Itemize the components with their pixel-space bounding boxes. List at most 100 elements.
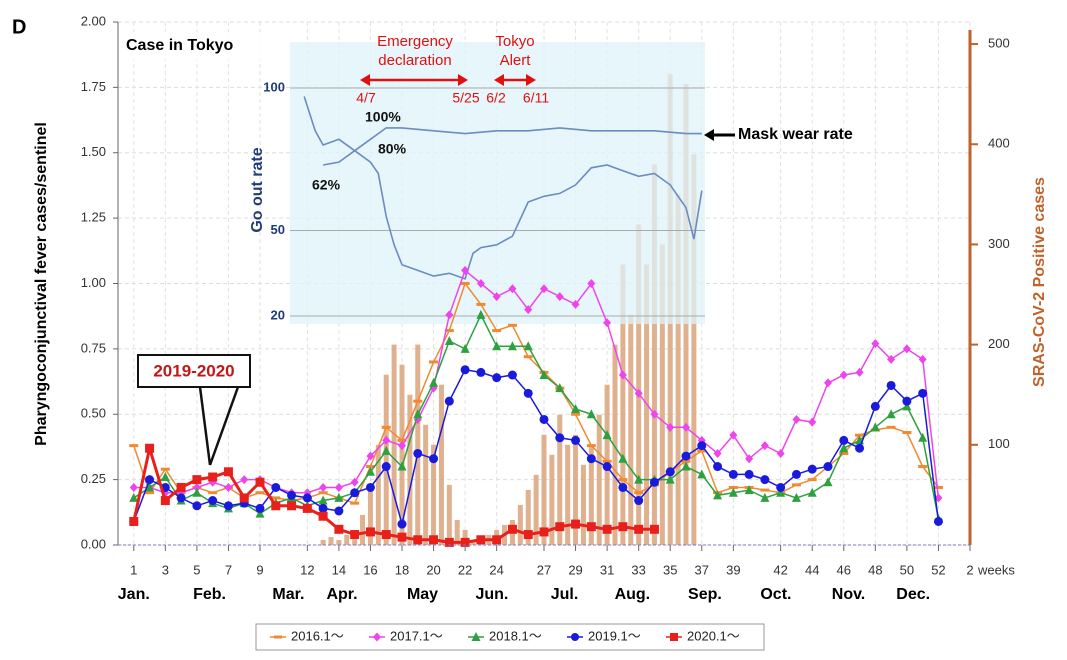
emergency-label: declaration xyxy=(378,52,451,69)
marker xyxy=(334,506,344,516)
marker xyxy=(728,485,738,489)
bar xyxy=(628,314,634,545)
date-label: 4/7 xyxy=(356,90,376,106)
marker xyxy=(933,516,943,526)
x-tick-label: 22 xyxy=(458,562,472,577)
marker xyxy=(523,388,533,398)
marker xyxy=(650,409,659,419)
marker xyxy=(918,465,928,469)
x-tick-label: 7 xyxy=(225,562,232,577)
x-axis-label: weeks xyxy=(977,562,1015,577)
y-tick-label: 1.75 xyxy=(81,79,106,94)
axes: D Case in Tokyo Pharyngoconjunctival fev… xyxy=(12,13,1048,651)
bar xyxy=(320,539,326,545)
marker xyxy=(507,524,517,534)
x-tick-label: 3 xyxy=(162,562,169,577)
marker xyxy=(160,472,170,482)
x-tick-label: 27 xyxy=(537,562,551,577)
marker xyxy=(555,383,565,393)
marker xyxy=(318,495,328,505)
annotation-arrow xyxy=(208,386,240,466)
bar xyxy=(438,384,444,545)
x-tick-label: 39 xyxy=(726,562,740,577)
marker xyxy=(587,279,596,288)
marker xyxy=(381,530,391,540)
legend-label: 2018.1～ xyxy=(489,628,542,643)
marker xyxy=(129,444,139,448)
bar xyxy=(573,434,579,545)
marker xyxy=(839,443,849,453)
marker xyxy=(839,370,848,380)
marker xyxy=(476,309,486,319)
y-tick-label: 0.00 xyxy=(81,536,106,551)
month-label: Dec. xyxy=(896,586,930,603)
marker xyxy=(318,511,328,521)
marker xyxy=(855,433,865,437)
marker xyxy=(476,302,486,306)
bar xyxy=(375,444,381,545)
bar xyxy=(651,164,657,545)
marker xyxy=(192,475,202,485)
marker xyxy=(413,399,423,403)
marker xyxy=(129,492,139,502)
marker xyxy=(492,373,502,383)
marker xyxy=(618,453,628,463)
bar xyxy=(407,394,413,545)
marker xyxy=(886,409,896,419)
bar xyxy=(580,464,586,545)
marker xyxy=(476,535,486,545)
marker xyxy=(413,409,423,419)
panel-label: D xyxy=(12,16,26,38)
marker xyxy=(334,482,343,492)
marker xyxy=(807,478,817,482)
marker xyxy=(618,522,628,532)
inset-y-tick-label: 50 xyxy=(271,222,285,237)
marker xyxy=(255,491,265,495)
bar xyxy=(431,444,437,545)
marker xyxy=(460,537,470,547)
x-tick-label: 46 xyxy=(837,562,851,577)
marker xyxy=(933,485,943,489)
marker xyxy=(444,336,454,346)
marker xyxy=(413,535,423,545)
marker xyxy=(665,474,675,484)
marker xyxy=(129,516,139,526)
marker xyxy=(666,422,675,432)
marker xyxy=(602,462,612,472)
marker xyxy=(634,496,644,506)
series-line xyxy=(133,368,940,525)
marker xyxy=(160,496,170,506)
bar xyxy=(423,424,429,545)
marker xyxy=(823,477,833,487)
marker xyxy=(808,417,817,427)
marker xyxy=(571,519,581,529)
bar xyxy=(328,536,334,545)
legend-label: 2016.1～ xyxy=(291,628,344,643)
marker xyxy=(807,487,817,497)
marker xyxy=(350,530,360,540)
marker xyxy=(602,524,612,534)
marker xyxy=(381,445,391,455)
y-tick-label: 1.25 xyxy=(81,210,106,225)
marker xyxy=(492,329,502,333)
marker xyxy=(240,475,249,485)
x-tick-label: 5 xyxy=(193,562,200,577)
marker xyxy=(524,305,533,315)
marker xyxy=(429,535,439,545)
legend-marker xyxy=(571,633,579,641)
x-tick-label: 2 xyxy=(966,562,973,577)
date-label: 5/25 xyxy=(452,90,479,106)
marker xyxy=(365,466,375,476)
marker xyxy=(649,524,659,534)
rate-label: 80% xyxy=(378,141,407,157)
bar xyxy=(549,454,555,545)
x-tick-label: 12 xyxy=(300,562,314,577)
marker xyxy=(902,396,912,406)
legend-marker xyxy=(670,633,678,641)
marker xyxy=(760,488,770,492)
marker xyxy=(791,492,801,502)
x-tick-label: 24 xyxy=(489,562,503,577)
marker xyxy=(697,469,707,479)
marker xyxy=(618,482,628,492)
